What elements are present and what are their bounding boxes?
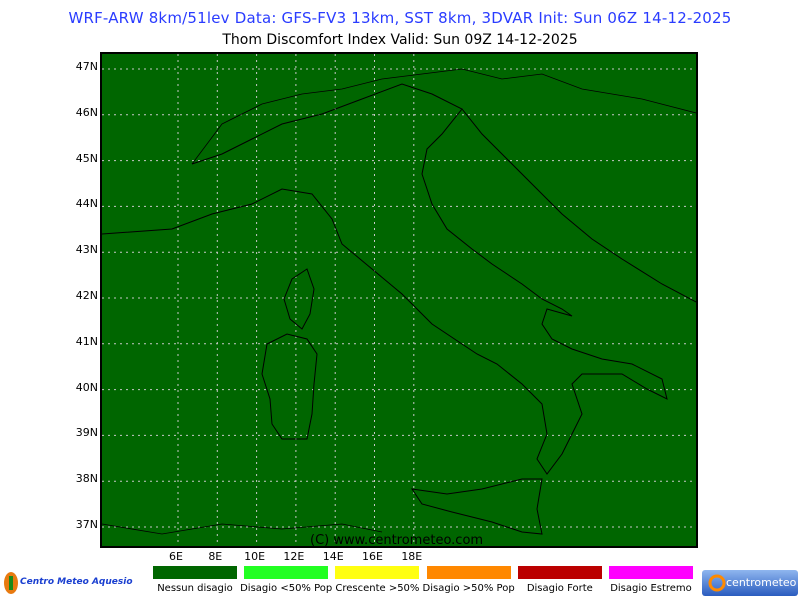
legend-swatch bbox=[609, 566, 693, 579]
legend-label: Nessun disagio bbox=[157, 583, 233, 594]
centro-meteo-aquesio-logo: Centro Meteo Aquesio bbox=[2, 570, 133, 596]
legend-label: Disagio Estremo bbox=[610, 583, 692, 594]
centrometeo-logo[interactable]: centrometeo bbox=[702, 570, 798, 596]
legend-swatch bbox=[335, 566, 420, 579]
lon-label: 10E bbox=[244, 550, 266, 563]
map-canvas bbox=[100, 52, 698, 548]
lat-label: 44N bbox=[75, 197, 98, 211]
copyright-text: (C) www.centrometeo.com bbox=[310, 533, 484, 548]
lon-label: 6E bbox=[169, 550, 183, 563]
lat-label: 38N bbox=[75, 472, 98, 486]
lon-label: 8E bbox=[208, 550, 223, 563]
legend-swatch bbox=[153, 566, 237, 579]
coastlines bbox=[102, 68, 696, 535]
lat-label: 47N bbox=[75, 60, 98, 73]
legend-label: Crescente >50% bbox=[335, 583, 420, 594]
logo-text: Centro Meteo Aquesio bbox=[20, 577, 133, 587]
lon-label: 14E bbox=[322, 550, 344, 563]
map-title: Thom Discomfort Index Valid: Sun 09Z 14-… bbox=[222, 32, 578, 48]
lat-label: 43N bbox=[75, 243, 98, 257]
lat-label: 37N bbox=[75, 518, 98, 531]
legend-swatch bbox=[244, 566, 329, 579]
legend-label: Disagio >50% Pop bbox=[422, 583, 515, 594]
lat-label: 41N bbox=[75, 334, 98, 348]
lon-label: 16E bbox=[362, 550, 383, 563]
lat-label: 40N bbox=[75, 380, 98, 394]
legend-swatch bbox=[517, 566, 602, 579]
lon-label: 18E bbox=[401, 550, 423, 563]
lat-label: 45N bbox=[75, 151, 98, 165]
logo-ring-icon bbox=[708, 574, 726, 592]
lat-label: 42N bbox=[75, 289, 98, 302]
lat-label: 39N bbox=[75, 426, 98, 440]
map-overlay bbox=[102, 54, 696, 546]
legend-label: Disagio Forte bbox=[526, 583, 593, 594]
logo-emblem-icon bbox=[4, 572, 18, 594]
legend-label: Disagio <50% Pop bbox=[240, 583, 333, 594]
lon-label: 12E bbox=[283, 550, 305, 563]
logo-text: centrometeo bbox=[726, 576, 797, 589]
lat-label: 46N bbox=[75, 105, 98, 119]
legend-swatch bbox=[426, 566, 511, 579]
model-info: WRF-ARW 8km/51lev Data: GFS-FV3 13km, SS… bbox=[68, 9, 732, 27]
